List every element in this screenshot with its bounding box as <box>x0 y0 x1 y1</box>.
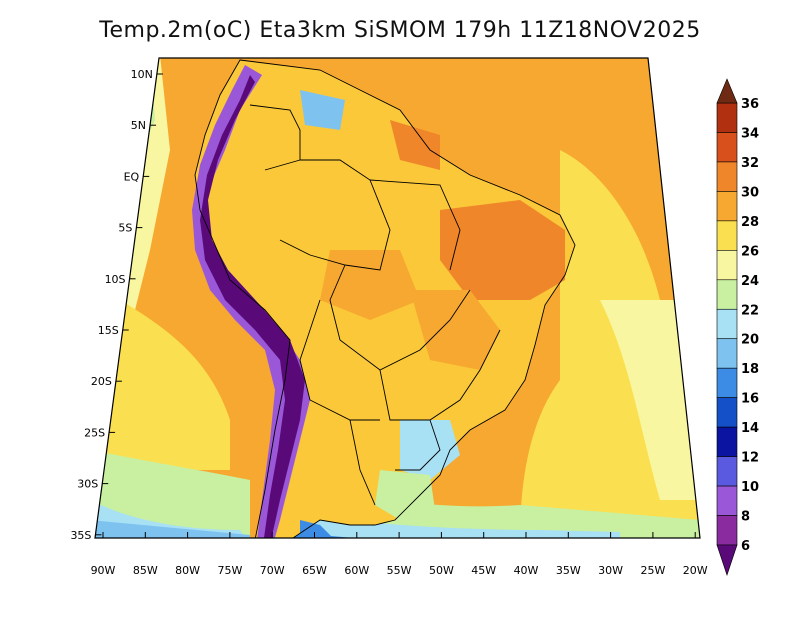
colorbar-segment <box>716 338 738 369</box>
colorbar-label: 16 <box>741 392 759 407</box>
colorbar-label: 14 <box>741 421 759 436</box>
lon-tick-label: 60W <box>344 564 369 577</box>
continent-outline <box>194 59 576 538</box>
colorbar-label: 8 <box>741 510 750 525</box>
lon-tick-label: 80W <box>175 564 200 577</box>
temperature-field <box>95 58 700 538</box>
colorbar-label: 18 <box>741 362 759 377</box>
lon-tick-label: 90W <box>91 564 116 577</box>
uruguay-cool <box>375 470 435 520</box>
colorbar-label: 30 <box>741 185 759 200</box>
colorbar-max-arrow <box>716 78 738 104</box>
longitude-axis: 90W 85W 80W 75W 70W 65W 60W 55W 50W 45W 40W 35W 30W 2… <box>91 532 708 577</box>
lon-tick-label: 30W <box>598 564 623 577</box>
colorbar-segment <box>716 279 738 310</box>
lat-tick-label: 20S <box>91 375 112 388</box>
border-colombia-peru <box>264 159 301 171</box>
pacific-midlat-area <box>95 300 230 470</box>
guiana-hot-area <box>390 120 440 170</box>
colorbar-segment <box>716 397 738 428</box>
lon-tick-label: 25W <box>640 564 665 577</box>
venezuela-cool <box>300 90 345 130</box>
colorbar-segment <box>716 515 738 546</box>
colorbar-min-arrow <box>716 544 738 576</box>
colorbar-segment <box>716 456 738 487</box>
border-para <box>369 179 461 271</box>
colorbar-label: 26 <box>741 244 759 259</box>
colorbar-label: 32 <box>741 156 759 171</box>
border-bolivia-paraguay <box>299 299 380 421</box>
lon-tick-label: 45W <box>471 564 496 577</box>
colorbar-label: 10 <box>741 480 759 495</box>
lat-tick-label: 15S <box>98 324 119 337</box>
lon-tick-label: 35W <box>556 564 581 577</box>
map-frame <box>94 57 701 539</box>
southern-pacific-blue <box>95 520 250 538</box>
colorbar-segment <box>716 102 738 133</box>
colorbar-label: 6 <box>741 539 750 554</box>
lat-tick-label: 30S <box>77 478 98 491</box>
lon-tick-label: 85W <box>133 564 158 577</box>
border-southeast <box>379 329 501 421</box>
colorbar-segment <box>716 220 738 251</box>
colorbar-label: 12 <box>741 451 759 466</box>
lat-tick-label: 5S <box>118 222 132 235</box>
colorbar-segment <box>716 132 738 163</box>
atlantic-cool-area <box>600 300 700 500</box>
lat-tick-label: 10N <box>131 68 153 81</box>
lon-tick-label: 20W <box>683 564 708 577</box>
andes-coldest-band <box>200 75 305 538</box>
central-west-area <box>320 250 420 320</box>
lon-tick-label: 75W <box>217 564 242 577</box>
colorbar: 6 8 10 12 14 16 18 20 22 24 26 28 30 32 34 36 <box>716 78 759 576</box>
lat-tick-label: EQ <box>124 170 140 183</box>
colorbar-label: 24 <box>741 274 759 289</box>
colorbar-label: 36 <box>741 97 759 112</box>
country-boundaries <box>194 59 576 538</box>
central-hot-area <box>410 290 500 370</box>
colorbar-label: 22 <box>741 303 759 318</box>
colorbar-label: 28 <box>741 215 759 230</box>
lat-tick-label: 5N <box>131 119 146 132</box>
lon-tick-label: 70W <box>260 564 285 577</box>
lat-tick-label: 25S <box>84 426 105 439</box>
southern-brazil-cool <box>400 420 460 480</box>
border-argentina <box>349 419 376 506</box>
lon-tick-label: 50W <box>429 564 454 577</box>
colorbar-segment <box>716 250 738 281</box>
colorbar-label: 20 <box>741 333 759 348</box>
map-title: Temp.2m(oC) Eta3km SiSMOM 179h 11Z18NOV2… <box>99 18 701 43</box>
border-amazonas <box>279 159 391 271</box>
colorbar-segment <box>716 308 738 340</box>
northeast-hot-area <box>440 200 565 300</box>
colorbar-segment <box>716 161 738 192</box>
colorbar-segment <box>716 485 738 516</box>
colorbar-segment <box>716 191 738 222</box>
colorbar-label: 34 <box>741 126 759 141</box>
colorbar-segment <box>716 426 738 457</box>
lat-tick-label: 10S <box>105 273 126 286</box>
latitude-axis: 10N 5N EQ 5S 10S 15S 20S 25S 30S 35S <box>70 68 163 542</box>
lon-tick-label: 40W <box>514 564 539 577</box>
border-south <box>395 419 441 471</box>
border-venezuela-colombia <box>249 104 301 160</box>
lat-tick-label: 35S <box>70 529 91 542</box>
colorbar-segment <box>716 367 738 398</box>
lon-tick-label: 65W <box>302 564 327 577</box>
lon-tick-label: 55W <box>387 564 412 577</box>
